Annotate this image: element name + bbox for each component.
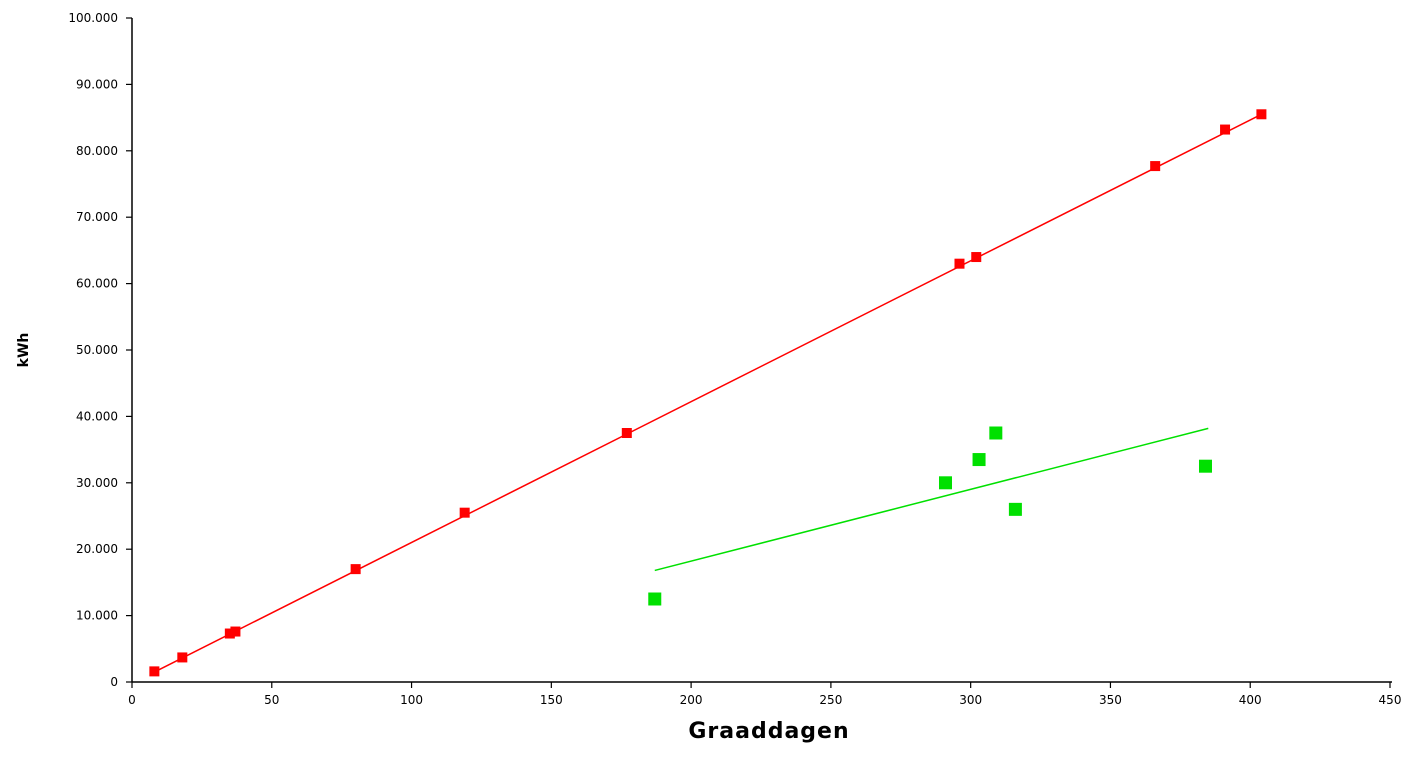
series-1-point xyxy=(971,252,982,263)
series-1-trendline xyxy=(154,112,1265,673)
series-2 xyxy=(648,426,1212,606)
y-tick-label: 10.000 xyxy=(76,609,118,623)
x-tick-label: 250 xyxy=(819,693,842,707)
series-2-point xyxy=(972,453,986,467)
series-1-point xyxy=(954,258,965,269)
series-1-point xyxy=(350,564,361,575)
series-2-point xyxy=(1008,502,1022,516)
x-tick-label: 400 xyxy=(1239,693,1262,707)
x-tick-label: 350 xyxy=(1099,693,1122,707)
series-2-point xyxy=(1198,459,1212,473)
series-1-point xyxy=(1256,109,1267,120)
y-tick-label: 20.000 xyxy=(76,542,118,556)
y-tick-label: 90.000 xyxy=(76,77,118,91)
x-ticks: 0 50 100 150 200 250 300 350 400 450 xyxy=(128,682,1401,707)
series-1-point xyxy=(230,626,241,637)
series-1-point xyxy=(459,507,470,518)
series-1-point xyxy=(621,428,632,438)
y-tick-label: 0 xyxy=(110,675,118,689)
x-tick-label: 450 xyxy=(1379,693,1402,707)
x-tick-label: 300 xyxy=(959,693,982,707)
series-1 xyxy=(149,109,1267,677)
y-tick-label: 80.000 xyxy=(76,144,118,158)
series-2-point xyxy=(939,476,953,490)
x-axis-title: Graaddagen xyxy=(688,719,849,744)
y-ticks: 0 10.000 20.000 30.000 40.000 50.000 60.000 70.… xyxy=(68,11,132,689)
series-1-point xyxy=(1150,161,1161,172)
x-tick-label: 50 xyxy=(264,693,279,707)
x-tick-label: 100 xyxy=(400,693,423,707)
y-tick-label: 100.000 xyxy=(68,11,118,25)
series-1-point xyxy=(177,652,188,663)
series-2-point xyxy=(989,426,1003,440)
x-tick-label: 0 xyxy=(128,693,136,707)
series-2-point xyxy=(648,592,662,606)
x-tick-label: 150 xyxy=(540,693,563,707)
series-1-point xyxy=(149,666,160,677)
plot-marks xyxy=(149,109,1267,677)
x-tick-label: 200 xyxy=(680,693,703,707)
series-2-trendline xyxy=(654,427,1209,572)
y-tick-label: 50.000 xyxy=(76,343,118,357)
series-1-point xyxy=(224,628,235,639)
series-1-point xyxy=(1220,124,1231,135)
y-tick-label: 30.000 xyxy=(76,476,118,490)
y-tick-label: 60.000 xyxy=(76,277,118,291)
y-axis-title: kWh xyxy=(16,333,32,368)
y-tick-label: 40.000 xyxy=(76,409,118,423)
y-tick-label: 70.000 xyxy=(76,210,118,224)
